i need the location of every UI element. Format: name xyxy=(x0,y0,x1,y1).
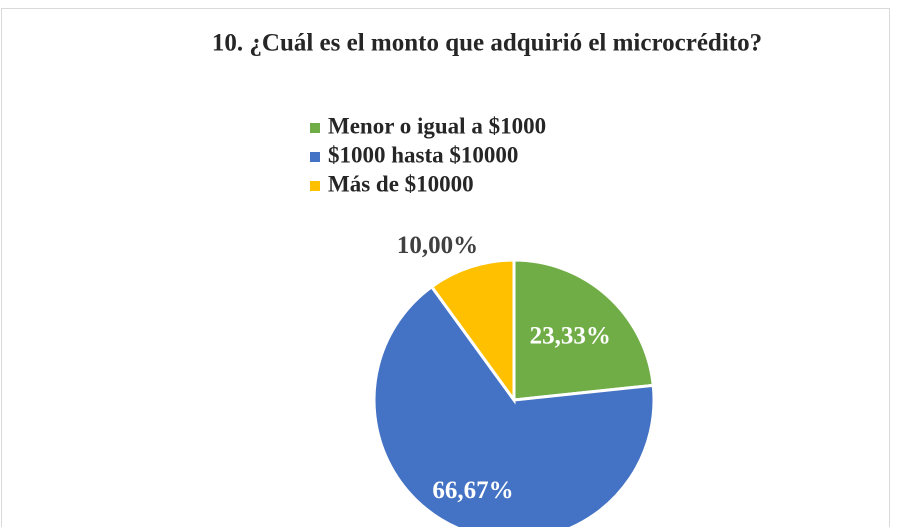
chart-title: 10. ¿Cuál es el monto que adquirió el mi… xyxy=(212,30,762,57)
legend-label: $1000 hasta $10000 xyxy=(328,142,518,167)
pie-slice xyxy=(429,258,516,405)
legend-label: Menor o igual a $1000 xyxy=(328,113,546,138)
data-label: 66,67% xyxy=(432,477,513,504)
pie-slice xyxy=(512,258,655,402)
legend-label: Más de $10000 xyxy=(328,171,474,196)
legend-swatch xyxy=(310,181,320,191)
legend-swatch xyxy=(310,152,320,162)
pie-slice xyxy=(372,284,656,527)
data-label: 10,00% xyxy=(397,232,478,259)
data-label: 23,33% xyxy=(530,322,611,349)
legend-swatch xyxy=(310,123,320,133)
